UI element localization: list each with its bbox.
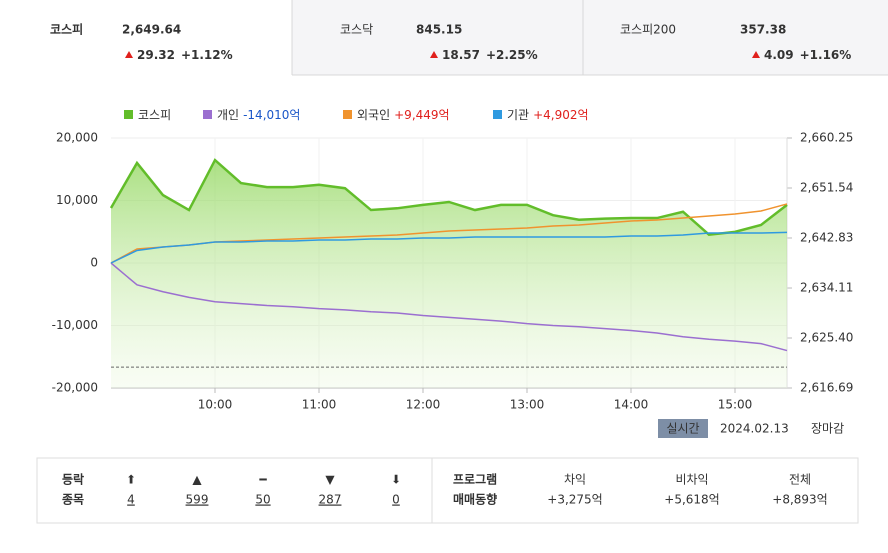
y-tick-label: -20,000 xyxy=(52,381,98,395)
legend-value: +4,902억 xyxy=(533,108,588,122)
index-tab[interactable]: 코스피 2,649.64 29.32 +1.12% xyxy=(50,22,233,62)
change-rate: +1.12% xyxy=(181,48,233,62)
series-line xyxy=(109,158,788,237)
program-value: +5,618억 xyxy=(664,493,719,507)
x-tick-label: 11:00 xyxy=(302,398,337,412)
program-head: 전체 xyxy=(789,473,811,487)
legend-name: 외국인 xyxy=(357,108,390,122)
index-value: 845.15 xyxy=(416,23,462,37)
change-rate: +2.25% xyxy=(486,48,538,62)
index-value: 2,649.64 xyxy=(122,23,181,37)
breadth-icon: ⬆ xyxy=(126,473,136,487)
breadth-count[interactable]: 50 xyxy=(255,493,270,507)
index-name: 코스피 xyxy=(50,22,83,37)
realtime-badge xyxy=(658,419,708,438)
change-value: 18.57 xyxy=(442,48,480,62)
up-triangle xyxy=(125,51,133,58)
breadth-count[interactable]: 4 xyxy=(127,493,135,507)
legend-item[interactable]: 코스피 xyxy=(124,108,171,122)
x-tick-label: 12:00 xyxy=(406,398,441,412)
tab-bg xyxy=(583,0,888,75)
y2-tick-label: 2,642.83 xyxy=(800,230,853,244)
legend-text: 기관 +4,902억 xyxy=(507,108,589,122)
legend-swatch xyxy=(343,110,352,119)
legend-swatch xyxy=(493,110,502,119)
legend-text: 외국인 +9,449억 xyxy=(357,108,450,122)
x-tick-label: 15:00 xyxy=(718,398,753,412)
y2-tick-label: 2,634.11 xyxy=(800,281,853,295)
y2-tick-label: 2,625.40 xyxy=(800,331,853,345)
tab-bg xyxy=(292,0,583,75)
area-fill xyxy=(111,160,787,388)
breadth-icon: ━ xyxy=(258,473,267,487)
change-value: 29.32 xyxy=(137,48,175,62)
program-label: 프로그램 xyxy=(453,472,497,487)
x-tick-label: 13:00 xyxy=(510,398,545,412)
index-change: 18.57 +2.25% xyxy=(442,48,538,62)
legend-item[interactable]: 외국인 +9,449억 xyxy=(343,108,450,122)
y-tick-label: 10,000 xyxy=(56,193,98,207)
program-value: +3,275억 xyxy=(547,493,602,507)
legend-name: 기관 xyxy=(507,108,529,122)
series-line xyxy=(110,231,788,264)
change-rate: +1.16% xyxy=(800,48,852,62)
y-tick-label: 0 xyxy=(90,256,98,270)
breadth-icon: ▼ xyxy=(325,473,335,487)
program-label: 매매동향 xyxy=(453,492,497,507)
series-line xyxy=(110,262,788,352)
breadth-icon: ⬇ xyxy=(391,473,401,487)
program-value: +8,893억 xyxy=(772,493,827,507)
legend-swatch xyxy=(124,110,133,119)
up-triangle xyxy=(430,51,438,58)
breadth-count[interactable]: 287 xyxy=(319,493,342,507)
x-tick-label: 14:00 xyxy=(614,398,649,412)
breadth-label: 종목 xyxy=(62,493,84,507)
y-tick-label: -10,000 xyxy=(52,318,98,332)
index-value: 357.38 xyxy=(740,23,786,37)
change-value: 4.09 xyxy=(764,48,794,62)
y2-tick-label: 2,616.69 xyxy=(800,381,853,395)
legend-name: 개인 xyxy=(217,108,239,122)
index-name: 코스피200 xyxy=(620,23,676,37)
index-change: 29.32 +1.12% xyxy=(137,48,233,62)
market-state: 장마감 xyxy=(811,422,844,436)
x-tick-label: 10:00 xyxy=(198,398,233,412)
legend-value: +9,449억 xyxy=(394,108,449,122)
breadth-label: 등락 xyxy=(62,473,84,487)
legend-item[interactable]: 기관 +4,902억 xyxy=(493,108,589,122)
program-head: 비차익 xyxy=(675,473,708,487)
index-change: 4.09 +1.16% xyxy=(764,48,851,62)
y-tick-label: 20,000 xyxy=(56,131,98,145)
legend-text: 코스피 xyxy=(138,108,171,122)
breadth-count[interactable]: 599 xyxy=(186,493,209,507)
breadth-icon: ▲ xyxy=(192,473,202,487)
legend-item[interactable]: 개인 -14,010억 xyxy=(203,108,300,122)
program-head: 차익 xyxy=(564,473,586,487)
y2-tick-label: 2,651.54 xyxy=(800,180,853,194)
legend-swatch xyxy=(203,110,212,119)
index-name: 코스닥 xyxy=(340,23,373,37)
legend-value: -14,010억 xyxy=(243,108,300,122)
up-triangle xyxy=(752,51,760,58)
realtime-label: 실시간 xyxy=(666,422,699,436)
date: 2024.02.13 xyxy=(720,422,789,436)
index-tab[interactable]: 코스피200 357.38 4.09 +1.16% xyxy=(620,23,851,62)
index-tab[interactable]: 코스닥 845.15 18.57 +2.25% xyxy=(340,23,538,62)
legend-text: 개인 -14,010억 xyxy=(217,108,300,122)
breadth-count[interactable]: 0 xyxy=(392,493,400,507)
legend-name: 코스피 xyxy=(138,108,171,122)
y2-tick-label: 2,660.25 xyxy=(800,131,853,145)
summary-box xyxy=(36,457,859,524)
